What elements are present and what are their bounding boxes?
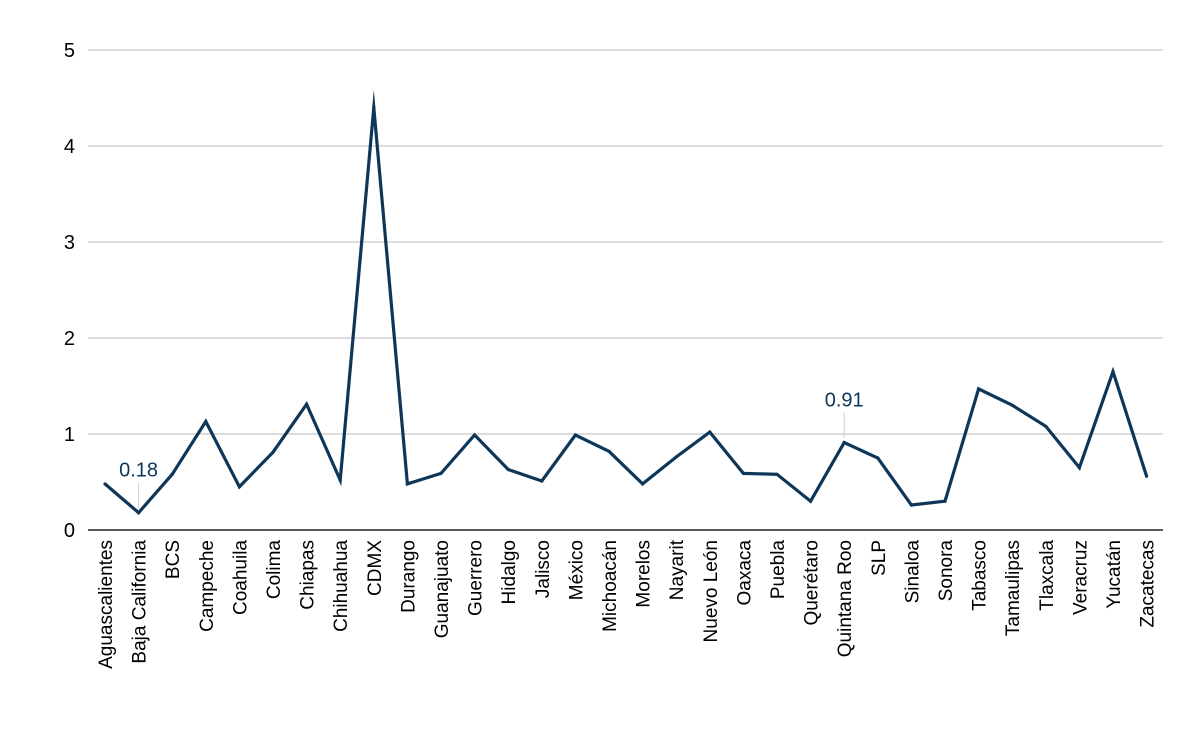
y-tick-label: 1 — [64, 424, 75, 446]
x-tick-label: Colima — [264, 540, 285, 600]
series-group — [103, 89, 1149, 515]
data-point — [506, 467, 510, 472]
x-tick-label: Oaxaca — [734, 540, 755, 606]
x-tick-label: Hidalgo — [499, 540, 520, 604]
data-point — [1077, 466, 1081, 470]
x-tick-label: Guerrero — [466, 540, 487, 616]
data-point — [204, 419, 208, 424]
data-point — [1145, 474, 1149, 478]
x-tick-label: Nuevo León — [701, 540, 722, 642]
data-point — [103, 482, 107, 486]
x-tick-label: Chiapas — [298, 540, 319, 610]
data-label: 0.91 — [825, 390, 864, 412]
data-point — [1010, 403, 1014, 407]
y-tick-label: 0 — [64, 520, 75, 542]
x-tick-label: México — [566, 540, 587, 600]
x-tick-label: Sonora — [936, 540, 957, 602]
x-tick-label: SLP — [869, 540, 890, 576]
x-tick-label: Veracruz — [1070, 540, 1091, 615]
x-tick-label: Quintana Roo — [835, 540, 856, 657]
data-point — [708, 430, 712, 434]
x-axis-ticks: Aguascalientes Baja California BCS Campeche… — [96, 539, 1159, 669]
data-point — [439, 471, 443, 475]
y-tick-label: 3 — [64, 232, 75, 254]
data-point — [305, 402, 309, 406]
data-point — [741, 471, 746, 475]
data-point — [170, 472, 174, 476]
data-label: 0.18 — [119, 460, 158, 482]
x-tick-label: Nayarit — [667, 539, 688, 600]
data-point — [473, 433, 477, 437]
y-axis-ticks: 0 1 2 3 4 5 — [64, 40, 75, 542]
x-tick-label: Sinaloa — [902, 540, 923, 604]
y-tick-label: 5 — [64, 40, 75, 62]
x-tick-label: Jalisco — [533, 540, 554, 598]
x-tick-label: Tlaxcala — [1037, 540, 1058, 611]
series-line — [103, 89, 1149, 515]
x-tick-label: CDMX — [365, 540, 386, 596]
data-point — [372, 106, 376, 110]
x-tick-label: Durango — [398, 540, 419, 613]
x-tick-label: Tamaulipas — [1003, 540, 1024, 636]
data-point — [876, 456, 880, 460]
data-point — [573, 433, 578, 437]
data-point — [842, 441, 846, 445]
data-point — [237, 485, 241, 489]
data-point — [1044, 424, 1048, 428]
x-tick-label: Tabasco — [970, 540, 991, 611]
data-point — [641, 482, 645, 486]
data-point — [607, 449, 611, 453]
x-tick-label: Morelos — [634, 540, 655, 608]
x-tick-label: BCS — [163, 540, 184, 579]
y-tick-label: 4 — [64, 136, 75, 158]
data-point — [977, 387, 981, 391]
x-tick-label: Querétaro — [802, 540, 823, 626]
x-tick-label: Puebla — [768, 540, 789, 600]
x-tick-label: Michoacán — [600, 540, 621, 632]
data-point — [674, 455, 678, 459]
y-tick-label: 2 — [64, 328, 75, 350]
x-tick-label: Zacatecas — [1138, 540, 1159, 628]
x-tick-label: Aguascalientes — [96, 540, 117, 669]
data-point — [943, 499, 947, 503]
x-tick-label: Chihuahua — [331, 540, 352, 632]
x-tick-label: Yucatán — [1104, 540, 1125, 609]
x-tick-label: Guanajuato — [432, 540, 453, 638]
x-tick-label: Campeche — [197, 540, 218, 632]
data-point — [909, 503, 914, 507]
data-point — [775, 472, 779, 476]
gridlines — [88, 49, 1163, 531]
x-tick-label: Baja California — [130, 540, 151, 664]
data-labels: 0.18 0.91 — [119, 390, 864, 508]
data-point — [405, 482, 409, 486]
data-point — [271, 450, 275, 454]
data-point — [338, 478, 342, 482]
data-point — [809, 499, 813, 503]
data-point — [1111, 370, 1115, 374]
data-point — [540, 479, 544, 483]
x-tick-label: Coahuila — [230, 540, 251, 615]
data-point — [137, 511, 141, 515]
